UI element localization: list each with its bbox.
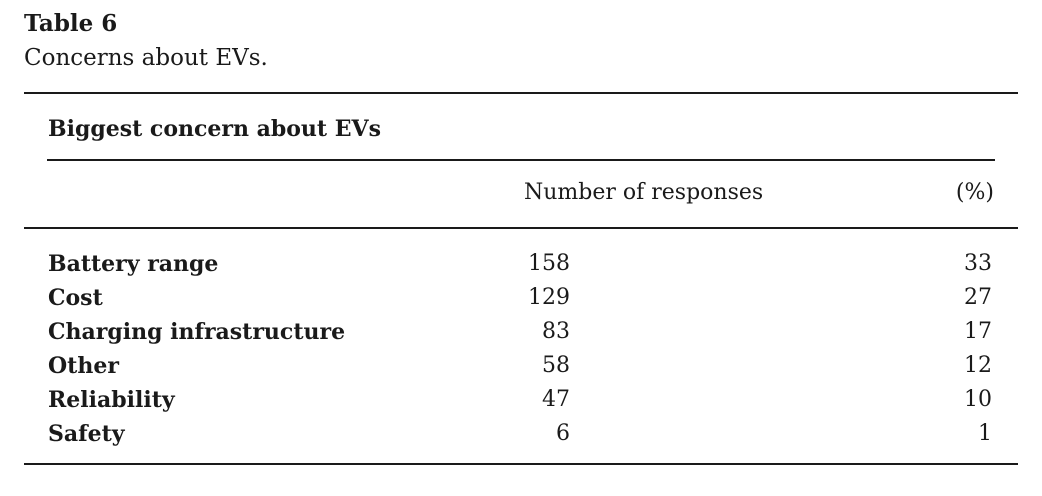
bottom-rule bbox=[24, 463, 1018, 465]
table-label: Table 6 bbox=[24, 10, 118, 37]
row-count: 158 bbox=[528, 251, 570, 276]
group-heading: Biggest concern about EVs bbox=[48, 116, 381, 142]
table-row: Battery range 158 33 bbox=[0, 247, 1042, 281]
row-label: Reliability bbox=[48, 387, 175, 413]
row-label: Safety bbox=[48, 421, 125, 447]
row-percent: 17 bbox=[964, 319, 992, 344]
row-count: 47 bbox=[542, 387, 570, 412]
row-label: Cost bbox=[48, 285, 103, 311]
row-label: Charging infrastructure bbox=[48, 319, 346, 345]
row-percent: 1 bbox=[978, 421, 992, 446]
table-caption: Concerns about EVs. bbox=[24, 45, 268, 71]
row-count: 58 bbox=[542, 353, 570, 378]
subheading-rule bbox=[47, 159, 995, 161]
row-percent: 10 bbox=[964, 387, 992, 412]
row-label: Battery range bbox=[48, 251, 219, 277]
row-count: 129 bbox=[528, 285, 570, 310]
column-header-responses: Number of responses bbox=[524, 180, 764, 205]
row-percent: 27 bbox=[964, 285, 992, 310]
table-row: Charging infrastructure 83 17 bbox=[0, 315, 1042, 349]
header-rule bbox=[24, 227, 1018, 229]
table-body: Battery range 158 33 Cost 129 27 Chargin… bbox=[0, 247, 1042, 451]
row-count: 6 bbox=[556, 421, 570, 446]
column-header-percent: (%) bbox=[955, 180, 994, 205]
top-rule bbox=[24, 92, 1018, 94]
table-row: Other 58 12 bbox=[0, 349, 1042, 383]
row-label: Other bbox=[48, 353, 119, 379]
table-row: Cost 129 27 bbox=[0, 281, 1042, 315]
row-percent: 12 bbox=[964, 353, 992, 378]
row-count: 83 bbox=[542, 319, 570, 344]
table-row: Reliability 47 10 bbox=[0, 383, 1042, 417]
row-percent: 33 bbox=[964, 251, 992, 276]
table-row: Safety 6 1 bbox=[0, 417, 1042, 451]
